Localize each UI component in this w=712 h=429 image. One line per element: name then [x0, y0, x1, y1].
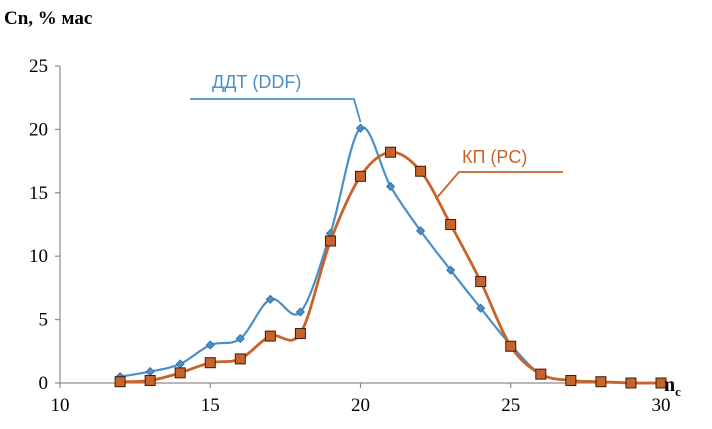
- data-point-ddf: [235, 334, 245, 344]
- y-tick-label: 5: [39, 310, 49, 331]
- data-point-pc: [324, 235, 336, 247]
- y-axis-label: Cn, % мас: [4, 8, 92, 29]
- data-point-pc: [144, 374, 156, 386]
- x-axis-label-main: n: [664, 374, 675, 396]
- data-point-pc: [655, 377, 667, 389]
- series-line-ddf: [119, 126, 662, 385]
- data-point-pc: [565, 374, 577, 386]
- data-point-ddf: [385, 181, 396, 192]
- data-point-pc: [415, 165, 427, 177]
- y-tick-label: 0: [39, 373, 49, 394]
- data-point-pc: [535, 368, 547, 380]
- data-point-ddf: [145, 367, 155, 377]
- data-point-pc: [114, 376, 126, 388]
- series-layer: [114, 123, 667, 389]
- axis-ticks: 10 15 20 25 30 0 5 10 15 20 25: [29, 56, 671, 416]
- x-tick-label: 20: [351, 395, 370, 416]
- series-label-pc: КП (PC): [462, 147, 527, 167]
- data-point-pc: [505, 340, 517, 352]
- y-tick-label: 15: [29, 183, 48, 204]
- data-point-ddf: [446, 265, 456, 275]
- data-point-pc: [595, 376, 607, 388]
- data-point-ddf: [175, 359, 185, 369]
- series-label-leader-ddf: [190, 98, 362, 123]
- series-label-leader-pc: [434, 171, 563, 200]
- x-tick-label: 15: [201, 395, 220, 416]
- data-point-pc: [445, 219, 457, 230]
- data-point-pc: [355, 170, 366, 182]
- x-axis-label: nc: [664, 374, 681, 399]
- data-point-pc: [475, 276, 487, 288]
- y-tick-label: 25: [29, 56, 48, 77]
- x-tick-label: 10: [51, 395, 70, 416]
- series-label-ddf: ДДТ (DDF): [212, 72, 301, 92]
- data-point-ddf: [205, 340, 215, 350]
- data-point-ddf: [355, 123, 366, 133]
- data-point-ddf: [416, 226, 426, 236]
- data-point-pc: [625, 377, 637, 389]
- series-labels: ДДТ (DDF) КП (PC): [190, 72, 563, 200]
- data-point-ddf: [265, 294, 275, 304]
- data-point-pc: [234, 353, 246, 365]
- y-tick-label: 20: [29, 119, 48, 140]
- data-point-ddf: [476, 303, 486, 313]
- data-point-ddf: [295, 307, 305, 317]
- data-point-pc: [294, 328, 306, 340]
- x-tick-label: 25: [501, 395, 520, 416]
- data-point-pc: [264, 330, 276, 342]
- data-point-pc: [174, 367, 186, 379]
- x-axis-label-sub: c: [675, 384, 681, 399]
- x-tick-label: 30: [652, 395, 671, 416]
- data-point-pc: [385, 146, 397, 158]
- data-point-pc: [204, 357, 216, 369]
- y-tick-label: 10: [29, 246, 48, 267]
